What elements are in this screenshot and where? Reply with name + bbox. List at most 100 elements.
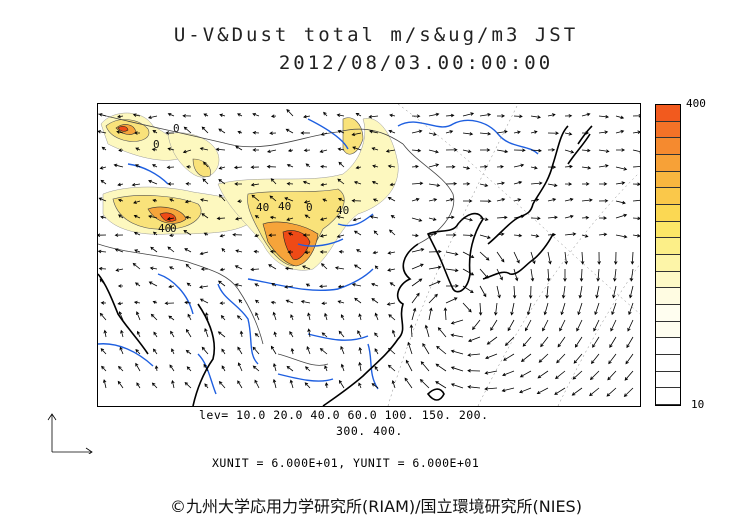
wind-arrow [152,130,158,134]
wind-arrow [203,113,209,117]
axes-orientation-icon [47,413,93,454]
wind-arrow [288,232,294,236]
wind-arrow [513,180,523,185]
wind-arrow [133,200,141,204]
wind-arrow [598,199,609,203]
wind-arrow [168,284,175,289]
wind-arrow [374,365,379,372]
wind-arrow [545,285,549,299]
wind-arrow [581,234,589,238]
wind-arrow [530,198,540,202]
wind-arrow [321,301,328,306]
wind-arrow [564,132,573,136]
wind-arrow [628,285,634,299]
contour-label: 40 [256,201,269,214]
contour-label: 40 [336,204,349,217]
wind-arrow [371,147,379,151]
wind-arrow [372,198,379,202]
wind-arrow [611,302,617,316]
wind-arrow [496,114,506,118]
wind-arrow [135,164,141,168]
wind-arrow [167,182,175,186]
wind-arrow [479,148,491,152]
wind-arrow [445,165,456,169]
wind-arrow [217,280,226,287]
wind-arrow [167,112,175,117]
wind-arrow [561,285,566,299]
wind-arrow [543,302,549,316]
wind-arrow [411,217,423,222]
wind-arrow [273,331,277,338]
wind-arrow [336,234,345,238]
wind-arrow [351,283,362,287]
wind-arrow [387,251,396,255]
wind-arrow [467,385,481,389]
wind-arrow [467,368,481,373]
wind-arrow [547,113,556,117]
wind-arrow [479,112,492,117]
wind-arrow [598,164,609,168]
wind-arrow [445,130,454,134]
wind-arrow [218,128,226,134]
rivers [98,118,539,395]
wind-arrow [302,233,311,237]
wind-arrow [496,215,508,220]
wind-arrow [597,251,601,265]
colorbar-segment [656,238,680,255]
wind-arrow [337,178,345,185]
wind-arrow [203,363,209,372]
wind-arrow [411,233,419,238]
wind-arrow [218,194,226,202]
wind-arrow [632,149,640,154]
wind-arrow [428,307,433,321]
wind-arrow [496,232,505,237]
wind-arrow [581,182,590,186]
wind-arrow [615,115,625,120]
wind-arrow [116,130,124,134]
wind-arrow [186,282,192,287]
wind-arrow [269,131,277,135]
wind-arrow [615,166,628,171]
wind-arrow [284,266,294,271]
wind-arrow [445,268,459,273]
wind-arrow [169,233,175,238]
wind-arrow [572,370,583,380]
wind-arrow [304,366,311,372]
wind-arrow [592,336,600,348]
wind-arrow [389,182,396,187]
wind-arrow [422,343,430,355]
wind-arrow [547,251,552,265]
wind-arrow [101,146,107,151]
wind-arrow [117,114,124,119]
wind-arrow [563,268,567,282]
wind-arrow [135,147,141,151]
wind-arrow [626,336,634,349]
wind-arrow [513,114,523,119]
wind-arrow [386,302,396,306]
wind-arrow [103,329,107,338]
wind-arrow [612,285,617,299]
wind-arrow [250,183,260,187]
wind-arrow [596,268,600,282]
wind-arrow [462,132,474,136]
wind-arrow [373,230,379,236]
wind-arrow [219,267,226,272]
wind-arrow [135,362,141,372]
wind-arrow [496,285,501,299]
contour-label: 40 [278,200,291,213]
wind-arrow [205,312,209,321]
wind-arrow [183,229,192,236]
wind-arrow [201,213,209,219]
wind-arrow [199,198,209,202]
wind-arrow [629,268,634,282]
wind-arrow [290,314,294,321]
wind-arrow [219,233,226,238]
wind-arrow [496,181,505,186]
wind-arrow [632,198,640,202]
map-panel: 0 0 40 40 0 40 0 40 [97,103,641,407]
wind-arrow [134,249,141,253]
wind-arrow [445,113,455,118]
wind-arrow [445,181,458,186]
wind-arrow [594,302,600,316]
wind-arrow [268,233,277,237]
